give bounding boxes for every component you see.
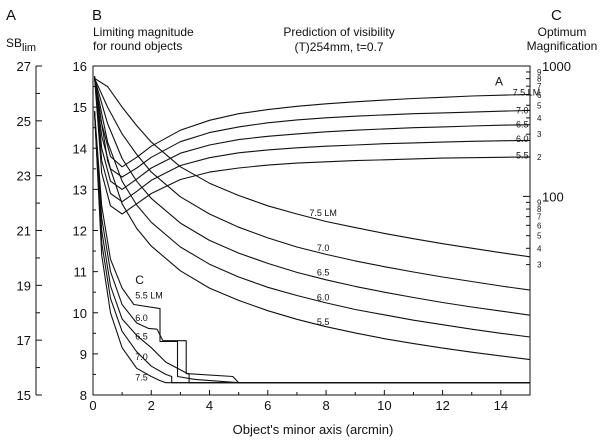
mag-minor-label: 9 <box>537 68 542 77</box>
right-axis-title-line1: Optimum <box>538 25 587 39</box>
y-tick-label: 10 <box>73 306 87 321</box>
y-tick-label: 14 <box>73 141 87 156</box>
mag-minor-label: 8 <box>537 205 542 214</box>
group-c-series-label: 6.0 <box>135 313 148 323</box>
sb-tick-label: 17 <box>17 333 31 348</box>
panel-letter-b: B <box>92 7 102 24</box>
mag-major-label: 100 <box>542 189 564 204</box>
sb-tick-label: 25 <box>17 114 31 129</box>
group-a-series-label: 6.0 <box>516 134 529 144</box>
mag-minor-label: 2 <box>537 153 542 162</box>
chart-title: Prediction of visibility <box>283 25 394 39</box>
group-a-curve <box>93 76 531 203</box>
mag-major-label: 1000 <box>542 59 571 74</box>
group-b-series-label: 6.5 <box>317 268 330 278</box>
plot-frame <box>92 65 531 396</box>
group-c-series-label: 5.5 LM <box>135 290 163 300</box>
curves <box>93 76 531 384</box>
group-b-series-label: 7.0 <box>317 243 330 253</box>
mag-minor-label: 6 <box>537 221 542 230</box>
group-b-series-label: 5.5 <box>317 317 330 327</box>
x-tick-label: 8 <box>322 398 329 413</box>
group-a-curve <box>93 76 531 168</box>
group-c-curve <box>93 111 530 384</box>
group-c-series-label: 7.0 <box>135 352 148 362</box>
x-tick-label: 14 <box>494 398 508 413</box>
y-tick-label: 16 <box>73 59 87 74</box>
group-c-curve <box>93 111 530 384</box>
mag-minor-label: 3 <box>537 261 542 270</box>
group-b-curve <box>93 78 531 361</box>
x-tick-label: 10 <box>377 398 391 413</box>
group-a-series-label: 5.5 <box>516 151 529 161</box>
left-axis-title: SBlim <box>6 36 36 54</box>
mag-minor-label: 4 <box>537 244 542 253</box>
mag-minor-label: 8 <box>537 75 542 84</box>
mag-minor-label: 7 <box>537 82 542 91</box>
mag-minor-label: 5 <box>537 232 542 241</box>
mag-minor-label: 3 <box>537 130 542 139</box>
middle-axis-title-line1: Limiting magnitude <box>93 25 194 39</box>
y-tick-label: 8 <box>80 388 87 403</box>
sb-tick-label: 23 <box>17 169 31 184</box>
sb-tick-label: 19 <box>17 278 31 293</box>
group-c-curve <box>93 111 530 384</box>
left-axis-title-subscript: lim <box>22 42 36 54</box>
mag-minor-label: 4 <box>537 114 542 123</box>
y-tick-label: 11 <box>74 265 88 280</box>
right-axis-title-line2: Magnification <box>527 39 598 53</box>
group-a-curve <box>93 76 531 190</box>
x-axis-title: Object's minor axis (arcmin) <box>233 422 394 437</box>
group-c-series-label: 6.5 <box>135 331 148 341</box>
y-tick-label: 12 <box>73 224 87 239</box>
group-a-curve <box>93 76 531 215</box>
group-b-curve <box>94 77 531 258</box>
panel-letter-c: C <box>551 7 562 24</box>
curve-labels: 7.5 LM 7.0 6.5 6.0 5.5 A 7.5 LM 7.0 6.5 6.0 5.5 5.5… <box>135 75 540 383</box>
group-c-curve <box>93 111 530 384</box>
y-tick-label: 9 <box>80 347 87 362</box>
x-tick-label: 4 <box>206 398 213 413</box>
group-c-series-label: 7.5 <box>135 373 148 383</box>
group-a-series-label: 6.5 <box>516 120 529 130</box>
x-tick-label: 0 <box>89 398 96 413</box>
mag-minor-label: 9 <box>537 198 542 207</box>
group-b-curve <box>93 78 531 291</box>
mag-minor-label: 5 <box>537 101 542 110</box>
sb-tick-label: 27 <box>17 59 31 74</box>
sb-tick-label: 15 <box>17 388 31 403</box>
group-a-letter: A <box>495 75 503 89</box>
sb-tick-label: 21 <box>17 224 31 239</box>
group-b-series-label: 6.0 <box>317 292 330 302</box>
chart-subtitle: (T)254mm, t=0.7 <box>294 40 383 54</box>
group-c-curve <box>93 111 530 384</box>
mag-minor-label: 7 <box>537 213 542 222</box>
y-tick-label: 15 <box>73 100 87 115</box>
mag-minor-label: 6 <box>537 91 542 100</box>
panel-letter-a: A <box>6 7 16 24</box>
x-tick-label: 6 <box>264 398 271 413</box>
middle-axis-title-line2: for round objects <box>93 39 182 53</box>
group-b-curve <box>93 78 531 316</box>
axis-ticks: 0 2 4 6 8 10 12 1489101112131415161517192123252… <box>17 59 571 413</box>
group-a-series-label: 7.5 LM <box>513 88 541 98</box>
x-tick-label: 2 <box>148 398 155 413</box>
group-a-curve <box>93 76 531 178</box>
left-axis-title-main: SB <box>6 36 22 50</box>
group-b-series-label: 7.5 LM <box>309 208 337 218</box>
y-tick-label: 13 <box>73 182 87 197</box>
group-b-curve <box>93 78 531 338</box>
group-a-series-label: 7.0 <box>516 105 529 115</box>
group-c-letter: C <box>135 273 144 287</box>
x-tick-label: 12 <box>435 398 449 413</box>
